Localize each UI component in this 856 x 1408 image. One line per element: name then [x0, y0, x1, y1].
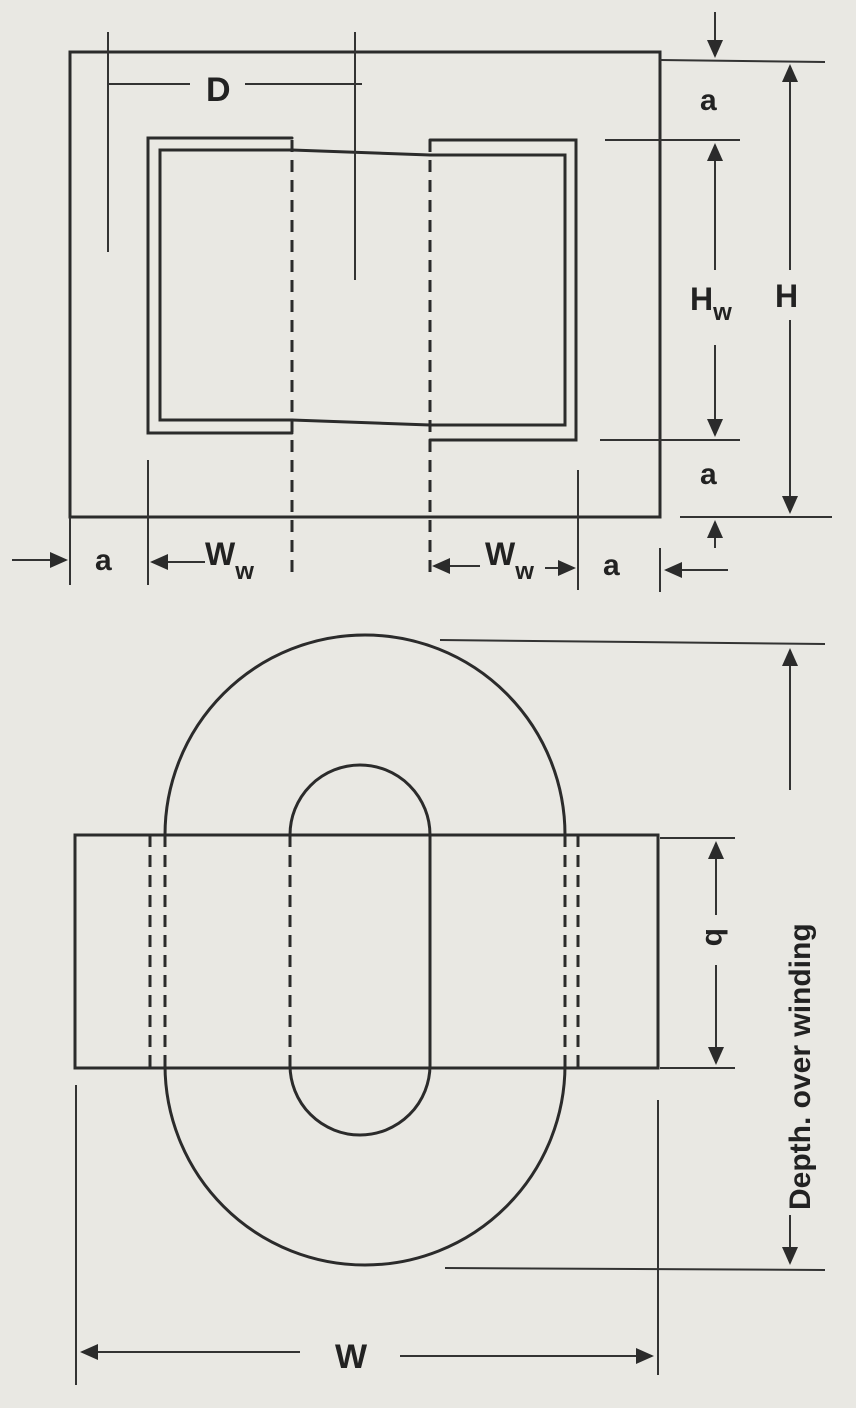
- label-ww1: Ww: [205, 536, 254, 585]
- label-b: b: [699, 928, 732, 946]
- label-H: H: [775, 278, 798, 314]
- plan-view: b Depth. over winding W: [73, 633, 826, 1385]
- right-window-inner: [428, 153, 567, 427]
- label-depth: Depth. over winding: [784, 923, 817, 1210]
- winding-top-edge: [290, 148, 432, 157]
- front-view: D a Hw a H a Ww Ww a: [12, 12, 832, 592]
- ext-top: [659, 59, 826, 63]
- label-ww2: Ww: [485, 536, 534, 585]
- label-a-right: a: [603, 549, 620, 582]
- label-W: W: [335, 1338, 368, 1376]
- depth-ext-top: [439, 639, 826, 645]
- right-window-outer: [428, 138, 578, 442]
- depth-ext-bottom: [444, 1267, 826, 1271]
- label-a-top: a: [700, 84, 717, 117]
- label-a-left: a: [95, 544, 112, 577]
- label-hw: Hw: [690, 281, 732, 326]
- left-window-inner: [158, 148, 294, 422]
- label-a-mid: a: [700, 458, 717, 491]
- left-window-outer: [146, 136, 294, 435]
- label-D: D: [206, 71, 231, 109]
- core-section: [73, 833, 660, 1070]
- winding-bottom-edge: [290, 418, 432, 427]
- core-outline: [68, 50, 662, 519]
